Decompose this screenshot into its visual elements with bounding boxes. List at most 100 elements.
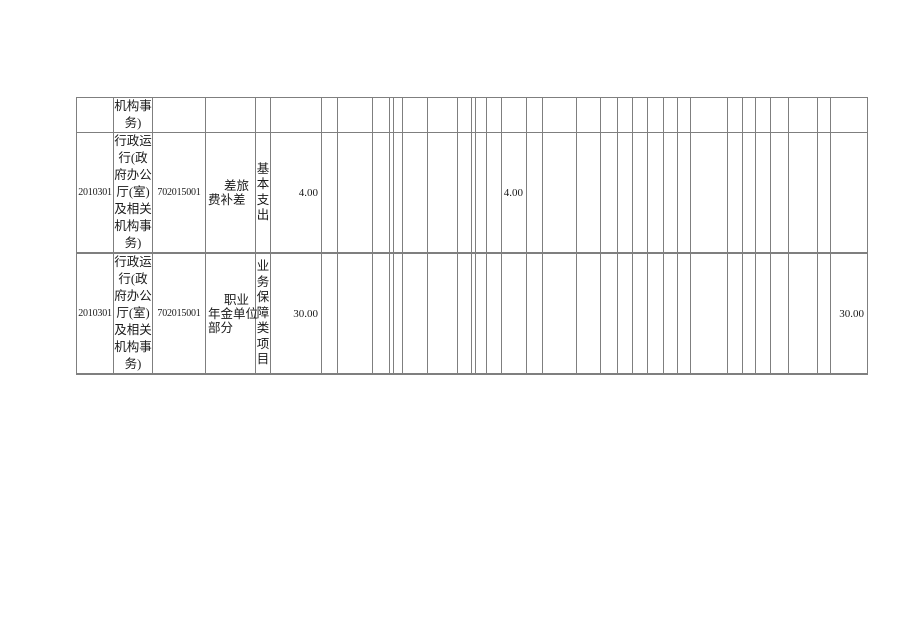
empty-cell xyxy=(817,97,831,133)
empty-cell xyxy=(830,97,868,133)
empty-cell xyxy=(526,252,543,375)
function-name-cell: 机构事务) xyxy=(113,97,153,133)
empty-cell xyxy=(647,252,664,375)
empty-cell xyxy=(402,252,428,375)
amount-detail-cell: 4.00 xyxy=(501,132,527,254)
vertical-text-char: 本 xyxy=(256,177,270,191)
empty-cell xyxy=(600,252,618,375)
vertical-text-char: 基 xyxy=(256,161,270,176)
empty-cell xyxy=(576,252,601,375)
function-name-cell: 行政运 行(政 府办公 厅(室) 及相关 机构事 务) xyxy=(113,132,153,254)
text-line: 职业 xyxy=(223,292,249,307)
text-line: 部分 xyxy=(208,320,234,335)
empty-cell xyxy=(755,97,771,133)
empty-cell xyxy=(486,132,502,254)
text-line: 机构事 xyxy=(114,99,152,113)
text-line: 及相关 xyxy=(114,202,152,216)
empty-cell xyxy=(372,132,390,254)
empty-cell xyxy=(457,252,472,375)
empty-cell xyxy=(770,97,789,133)
table-row: 机构事务) xyxy=(76,97,868,133)
text-line: 府办公 xyxy=(114,168,152,182)
empty-cell xyxy=(617,132,633,254)
empty-cell xyxy=(321,132,338,254)
empty-cell xyxy=(742,97,756,133)
empty-cell xyxy=(270,97,322,133)
empty-cell xyxy=(677,132,691,254)
empty-cell xyxy=(152,97,206,133)
empty-cell xyxy=(393,97,403,133)
text-line: 务) xyxy=(124,357,142,371)
empty-cell xyxy=(526,132,543,254)
empty-cell xyxy=(337,97,373,133)
empty-cell xyxy=(663,97,678,133)
empty-cell xyxy=(788,252,818,375)
table-row: 2010301 行政运 行(政 府办公 厅(室) 及相关 机构事 务) 702015001 职业年… xyxy=(76,252,868,375)
text-line: 及相关 xyxy=(114,323,152,337)
empty-cell xyxy=(427,132,458,254)
empty-cell xyxy=(427,97,458,133)
project-name-cell: 差旅 费补差 xyxy=(205,132,256,254)
expense-category-cell: 业务保障类项目 xyxy=(255,252,271,375)
empty-cell xyxy=(393,132,403,254)
vertical-text-char: 保 xyxy=(256,290,270,305)
text-line: 费补差 xyxy=(208,192,246,207)
empty-cell xyxy=(788,132,818,254)
text-line: 行政运 xyxy=(114,255,152,269)
empty-cell xyxy=(817,252,831,375)
empty-cell xyxy=(690,252,728,375)
empty-cell xyxy=(475,252,487,375)
empty-cell xyxy=(663,132,678,254)
vertical-text-char: 目 xyxy=(256,352,270,367)
text-line: 行(政 xyxy=(118,272,148,286)
amount-total-cell: 4.00 xyxy=(270,132,322,254)
vertical-text-char: 出 xyxy=(256,208,270,222)
empty-cell xyxy=(742,252,756,375)
empty-cell xyxy=(576,97,601,133)
empty-cell xyxy=(755,132,771,254)
empty-cell xyxy=(402,132,428,254)
empty-cell xyxy=(501,252,527,375)
text-line: 年金单位 xyxy=(208,306,259,321)
empty-cell xyxy=(542,97,577,133)
empty-cell xyxy=(486,252,502,375)
empty-cell xyxy=(742,132,756,254)
budget-table-body: 机构事 务) 2010301 行政运 行(政 府办公 厅(室) 及相关 机构事 务) 7020150… xyxy=(76,97,868,375)
empty-cell xyxy=(830,132,868,254)
vertical-text-char: 支 xyxy=(256,192,270,207)
amount-detail-cell: 30.00 xyxy=(830,252,868,375)
text-line: 厅(室) xyxy=(116,185,150,199)
text-line: 行政运 xyxy=(114,134,152,148)
empty-cell xyxy=(337,252,373,375)
empty-cell xyxy=(617,97,633,133)
empty-cell xyxy=(427,252,458,375)
vertical-text-char: 业 xyxy=(256,259,270,274)
empty-cell xyxy=(576,132,601,254)
empty-cell xyxy=(632,252,648,375)
function-code-cell: 2010301 xyxy=(76,252,114,375)
empty-cell xyxy=(677,252,691,375)
empty-cell xyxy=(501,97,527,133)
empty-cell xyxy=(372,252,390,375)
empty-cell xyxy=(647,132,664,254)
project-name-cell: 职业 年金单位 部分 xyxy=(205,252,259,375)
empty-cell xyxy=(321,252,338,375)
empty-cell xyxy=(393,252,403,375)
empty-cell xyxy=(690,97,728,133)
empty-cell xyxy=(542,132,577,254)
empty-cell xyxy=(788,97,818,133)
empty-cell xyxy=(372,97,390,133)
empty-cell xyxy=(770,132,789,254)
empty-cell xyxy=(321,97,338,133)
text-line: 务) xyxy=(124,236,142,250)
project-code-cell: 702015001 xyxy=(152,252,206,375)
empty-cell xyxy=(632,132,648,254)
empty-cell xyxy=(475,132,487,254)
text-line: 差旅 xyxy=(223,178,249,193)
empty-cell xyxy=(663,252,678,375)
empty-cell xyxy=(727,252,743,375)
vertical-text-char: 项 xyxy=(256,336,270,351)
text-line: 务) xyxy=(124,116,142,130)
empty-cell xyxy=(600,132,618,254)
empty-cell xyxy=(526,97,543,133)
